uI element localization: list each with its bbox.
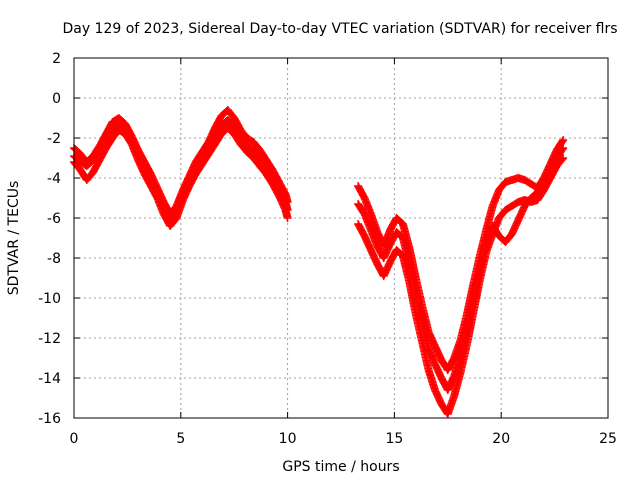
x-tick-label: 20 [492,431,510,447]
y-axis-label: SDTVAR / TECUs [6,181,22,296]
data-point [359,191,368,200]
data-point [359,229,368,238]
data-point [557,146,566,155]
series-sdtvar-trace-c [70,116,292,224]
x-tick-label: 25 [599,431,617,447]
x-tick-label: 15 [385,431,403,447]
y-tick-label: -14 [38,371,61,387]
x-tick-label: 10 [279,431,297,447]
y-tick-label: -10 [38,291,61,307]
y-tick-label: 0 [52,91,61,107]
y-tick-label: -6 [47,211,61,227]
y-tick-label: -16 [38,411,61,427]
data-point [126,133,135,142]
data-point [94,158,103,167]
plot-frame [73,57,609,419]
y-tick-label: -8 [47,251,61,267]
y-tick-label: -12 [38,331,61,347]
data-point [558,145,567,154]
chart-title: Day 129 of 2023, Sidereal Day-to-day VTE… [62,21,617,37]
data-point [273,181,282,190]
x-tick-label: 5 [176,431,185,447]
x-tick-label: 0 [70,431,79,447]
y-tick-label: -2 [47,131,61,147]
data-point [558,137,567,146]
y-tick-label: 2 [52,51,61,67]
data-point [283,204,292,213]
data-point [544,168,553,177]
data-point [557,138,566,147]
data-point [283,212,292,221]
data-points [70,106,568,418]
data-point [145,173,154,182]
y-tick-label: -4 [47,171,61,187]
series-sdtvar-trace-f [354,144,568,394]
x-axis-label: GPS time / hours [282,459,399,475]
